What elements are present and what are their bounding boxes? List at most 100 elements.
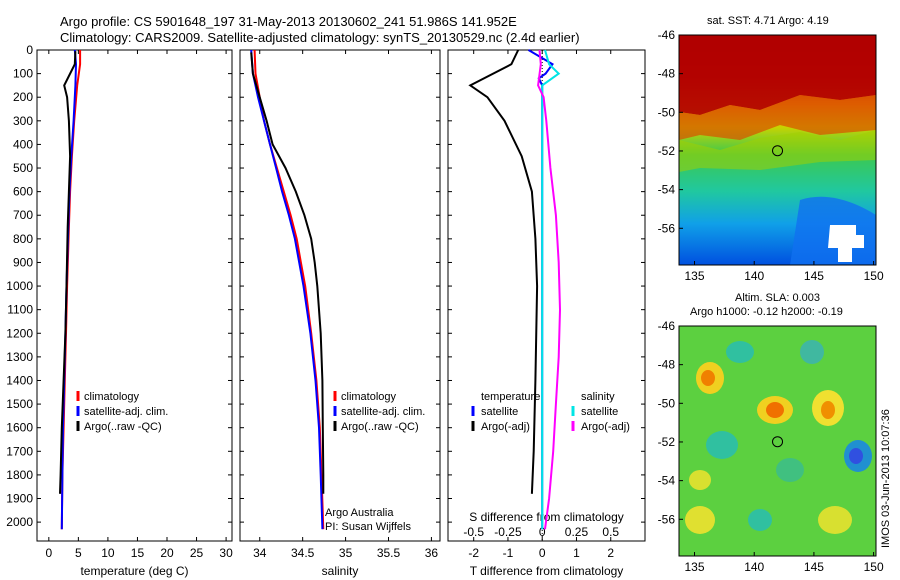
legend-label: Argo(..raw -QC): [341, 421, 419, 433]
map-frame: [678, 34, 877, 266]
sst-map: [679, 35, 876, 265]
profile-panel-3: -2 -1 0 1 2 T difference from climatology -0.5…: [447, 49, 646, 578]
series-line-satellite-adj-clim-: [250, 49, 324, 530]
y-tick-label: -54: [658, 183, 676, 197]
x-tick-label: 1: [573, 546, 580, 560]
x-tick-label: 150: [864, 269, 884, 283]
x-tick-label: -2: [468, 546, 479, 560]
x-tick-label: 35.5: [377, 546, 401, 560]
legend-title-temperature: temperature: [481, 391, 540, 403]
map-panel-2: 135 140 145 150 -46 -48 -50 -52 -54 -56: [658, 319, 884, 574]
x-tick-label: 35: [339, 546, 353, 560]
legend-label: Argo(-adj): [581, 421, 630, 433]
series-line-argo-raw-qc-: [59, 51, 77, 494]
y-tick-label: -48: [658, 67, 676, 81]
y-tick-label: -46: [658, 319, 676, 333]
series-line-argo-raw-qc-: [250, 52, 325, 494]
x-tick-label: 140: [744, 269, 764, 283]
x2-tick-label: -0.25: [494, 525, 522, 539]
sst-map-title: sat. SST: 4.71 Argo: 4.19: [707, 15, 829, 27]
y-tick-label: 900: [13, 255, 33, 269]
x2-tick-label: 0.5: [602, 525, 619, 539]
x-tick-label: 150: [864, 560, 884, 574]
x2-tick-label: 0.25: [565, 525, 589, 539]
x2-tick-label: -0.5: [463, 525, 484, 539]
y-tick-label: -52: [658, 144, 676, 158]
y-tick-label: -56: [658, 512, 676, 526]
y-tick-label: -52: [658, 435, 676, 449]
sla-map-title-line-1: Altim. SLA: 0.003: [735, 292, 820, 304]
y-tick-label: -56: [658, 221, 676, 235]
x-tick-label: 36: [425, 546, 439, 560]
y-tick-label: 400: [13, 137, 33, 151]
x-tick-label: 34: [253, 546, 267, 560]
x-tick-label: 5: [75, 546, 82, 560]
sla-map-title-line-2: Argo h1000: -0.12 h2000: -0.19: [690, 306, 843, 318]
y-tick-label: 1300: [6, 350, 33, 364]
y-tick-label: 1500: [6, 397, 33, 411]
legend-label: climatology: [84, 391, 140, 403]
y-tick-label: -46: [658, 28, 676, 42]
x-tick-label: 0: [539, 546, 546, 560]
y-tick-label: 100: [13, 67, 33, 81]
x-tick-label: 25: [190, 546, 204, 560]
credit-line-2: PI: Susan Wijffels: [325, 521, 411, 533]
x-tick-label: 145: [804, 560, 824, 574]
x-tick-label: 2: [607, 546, 614, 560]
y-tick-label: 1100: [7, 303, 33, 317]
x-axis-label: salinity: [322, 564, 359, 578]
legend-label: climatology: [341, 391, 397, 403]
x-axis-label: temperature (deg C): [80, 564, 188, 578]
x-tick-label: 0: [45, 546, 52, 560]
header-line-2: Climatology: CARS2009. Satellite-adjuste…: [60, 30, 580, 45]
y-tick-label: 1400: [6, 373, 33, 387]
series-line-salinity-satellite: [541, 49, 561, 530]
x-tick-label: 34.5: [291, 546, 315, 560]
x-tick-label: 135: [685, 269, 705, 283]
x-tick-label: 15: [131, 546, 145, 560]
y-tick-label: 1200: [6, 326, 33, 340]
y-tick-label: -50: [658, 396, 676, 410]
y-tick-label: 1900: [6, 492, 33, 506]
sla-map: [679, 326, 876, 556]
series-line-salinity-argo-adj-: [537, 49, 562, 530]
y-tick-label: 1000: [6, 279, 33, 293]
legend-label: satellite: [481, 406, 518, 418]
series-line-temperature-argo-adj-: [468, 49, 539, 494]
y-tick-label: 800: [13, 232, 33, 246]
timestamp-stamp: IMOS 03-Jun-2013 10:07:36: [880, 409, 892, 548]
y-tick-label: 200: [13, 90, 33, 104]
profile-panel-2: 34 34.5 35 35.5 36 salinity climatology satelli…: [239, 49, 441, 578]
plot-frame: [447, 49, 646, 542]
series-line-temperature-satellite: [527, 49, 554, 530]
y-tick-label: 700: [13, 208, 33, 222]
legend-label: satellite: [581, 406, 618, 418]
x-tick-label: 140: [744, 560, 764, 574]
legend-title-salinity: salinity: [581, 391, 615, 403]
y-tick-label: 1600: [6, 421, 33, 435]
header-line-1: Argo profile: CS 5901648_197 31-May-2013…: [60, 14, 517, 29]
legend-label: Argo(-adj): [481, 421, 530, 433]
profile-panel-1: 0100200300400500600700800900100011001200…: [6, 43, 233, 578]
y-tick-label: 500: [13, 161, 33, 175]
credit-line-1: Argo Australia: [325, 507, 394, 519]
plot-frame: [239, 49, 441, 542]
plot-frame: [36, 49, 233, 542]
y-tick-label: -48: [658, 358, 676, 372]
x-tick-label: 145: [804, 269, 824, 283]
map-frame: [678, 325, 877, 557]
y-tick-label: 1700: [6, 444, 33, 458]
y-tick-label: 0: [26, 43, 33, 57]
y-tick-label: 1800: [6, 468, 33, 482]
legend-label: satellite-adj. clim.: [341, 406, 425, 418]
x-tick-label: 20: [160, 546, 174, 560]
y-tick-label: 600: [13, 185, 33, 199]
legend-label: Argo(..raw -QC): [84, 421, 162, 433]
x-tick-label: 135: [685, 560, 705, 574]
argo-position-marker: [772, 436, 784, 448]
legend-label: satellite-adj. clim.: [84, 406, 168, 418]
argo-position-marker: [772, 145, 784, 157]
y-tick-label: 2000: [6, 515, 33, 529]
